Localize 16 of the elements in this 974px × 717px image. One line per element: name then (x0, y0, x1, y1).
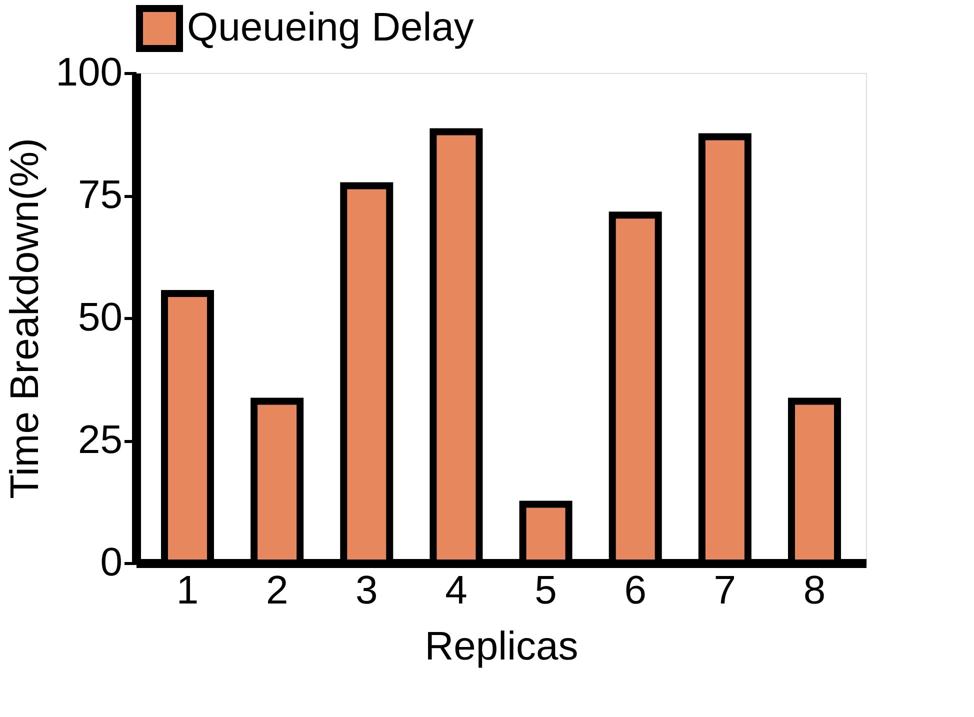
y-tick-label: 25 (78, 418, 122, 462)
y-tick-label: 75 (78, 173, 122, 217)
x-tick-label: 4 (445, 568, 468, 612)
x-tick-label: 3 (356, 568, 378, 612)
y-tick-label: 50 (78, 296, 122, 340)
x-axis-title: Replicas (424, 624, 578, 668)
x-tick-label: 6 (624, 568, 646, 612)
y-tick-label: 100 (56, 50, 122, 94)
x-tick-label: 2 (266, 568, 288, 612)
y-axis-title: Time Breakdown(%) (2, 138, 47, 499)
x-tick-label: 1 (176, 568, 199, 612)
x-tick-label: 5 (534, 568, 557, 612)
y-tick-label: 0 (100, 540, 122, 584)
x-tick-label: 8 (803, 568, 826, 612)
legend-label: Queueing Delay (187, 6, 474, 50)
x-tick-label: 7 (714, 568, 736, 612)
